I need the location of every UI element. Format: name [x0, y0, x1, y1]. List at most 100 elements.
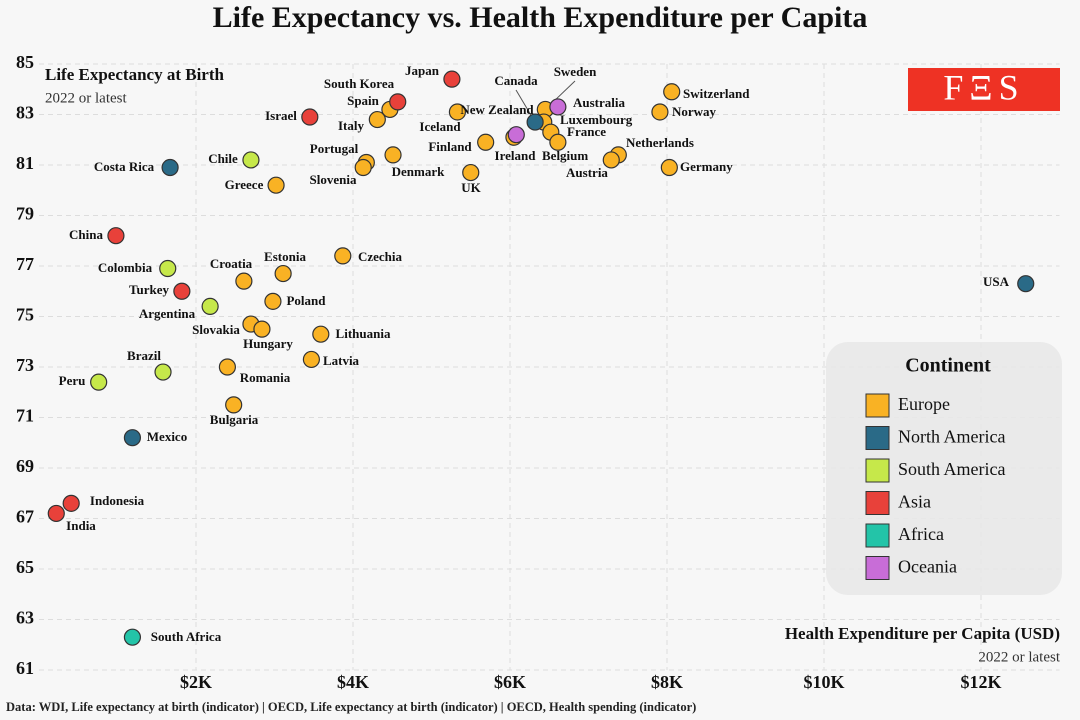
point-label: Hungary [243, 336, 293, 351]
point-label: Mexico [147, 429, 187, 444]
point-label: India [66, 518, 96, 533]
point [159, 259, 177, 278]
point [218, 358, 236, 376]
point-label: Luxembourg [560, 112, 633, 127]
y-axis-subtitle: 2022 or latest [45, 90, 127, 106]
point [477, 133, 495, 151]
point [242, 151, 260, 169]
point-label: Indonesia [90, 493, 145, 508]
y-tick-label: 85 [16, 52, 34, 72]
point-label: USA [983, 274, 1010, 289]
logo: FΞS [943, 67, 1024, 107]
point [235, 272, 253, 290]
point [264, 292, 282, 310]
point-label: Turkey [129, 282, 169, 297]
y-tick-label: 81 [16, 153, 34, 173]
legend-swatch [865, 556, 890, 580]
y-tick-label: 69 [16, 456, 34, 476]
point-label: Brazil [127, 348, 161, 363]
point [660, 158, 678, 177]
point-label: Romania [240, 370, 291, 385]
point [123, 628, 142, 646]
legend-swatch [865, 523, 890, 548]
legend-label: North America [898, 427, 1005, 447]
point-label: Greece [225, 177, 264, 192]
point-label: China [69, 227, 103, 242]
point-label: Japan [405, 63, 440, 78]
point [154, 363, 172, 381]
point-label: Austria [566, 165, 608, 180]
point-label: Germany [680, 159, 733, 174]
point-label: Portugal [310, 141, 359, 156]
point [253, 320, 271, 338]
point [90, 373, 108, 391]
legend-label: South America [898, 459, 1005, 479]
point-label: New Zealand [460, 102, 534, 117]
legend-label: Europe [898, 394, 950, 414]
legend-swatch [865, 491, 890, 515]
point-label: Costa Rica [94, 159, 155, 174]
legend-label: Oceania [898, 557, 957, 577]
legend-swatch [865, 458, 890, 483]
source: Data: WDI, Life expectancy at birth (ind… [6, 700, 696, 714]
point-label: Latvia [323, 353, 360, 368]
point [62, 494, 80, 512]
x-tick-label: $8K [651, 672, 683, 692]
point-label: UK [461, 180, 481, 195]
point-label: Croatia [210, 256, 253, 271]
point [448, 103, 467, 121]
legend-swatch [865, 426, 890, 450]
point-label: Czechia [358, 249, 403, 264]
y-tick-label: 61 [16, 658, 34, 678]
point-label: Australia [573, 95, 626, 110]
point-label: Argentina [139, 306, 196, 321]
point [462, 163, 480, 182]
point-label: Denmark [392, 164, 445, 179]
point [301, 108, 319, 126]
point [225, 396, 243, 414]
y-tick-label: 73 [16, 355, 34, 375]
point-label: Slovenia [310, 172, 357, 187]
point [602, 151, 620, 169]
point-label: Belgium [542, 148, 588, 163]
chart-title: Life Expectancy vs. Health Expenditure p… [213, 1, 868, 34]
point-label: Chile [208, 151, 238, 166]
point-label: Poland [286, 293, 326, 308]
point-label: Sweden [554, 64, 597, 79]
point [389, 93, 407, 111]
y-tick-label: 83 [16, 103, 34, 123]
y-tick-label: 67 [16, 507, 34, 527]
point [201, 297, 219, 315]
point-label: France [567, 124, 606, 139]
x-tick-label: $12K [960, 672, 1001, 692]
y-tick-label: 79 [16, 204, 34, 224]
y-tick-label: 63 [16, 608, 34, 628]
x-tick-label: $6K [494, 672, 526, 692]
point-label: Netherlands [626, 135, 694, 150]
point [368, 110, 386, 129]
point [274, 264, 292, 283]
point-label: Spain [347, 93, 380, 108]
point [663, 83, 681, 101]
point-label: Switzerland [683, 86, 750, 101]
point-label: South Korea [324, 76, 395, 91]
point [107, 227, 125, 245]
point-label: Lithuania [336, 326, 391, 341]
point-label: South Africa [151, 629, 222, 644]
point [334, 247, 352, 265]
y-tick-label: 77 [16, 254, 34, 274]
point [651, 103, 669, 121]
point [267, 176, 285, 194]
point [549, 98, 567, 116]
point-label: Colombia [98, 260, 153, 275]
point [1017, 275, 1035, 293]
point-label: Iceland [419, 119, 461, 134]
x-axis-subtitle: 2022 or latest [978, 649, 1060, 665]
point [549, 133, 567, 151]
point-label: Italy [338, 118, 365, 133]
point [443, 70, 461, 88]
point [123, 429, 142, 447]
point [161, 158, 179, 177]
legend-label: Africa [898, 524, 944, 544]
